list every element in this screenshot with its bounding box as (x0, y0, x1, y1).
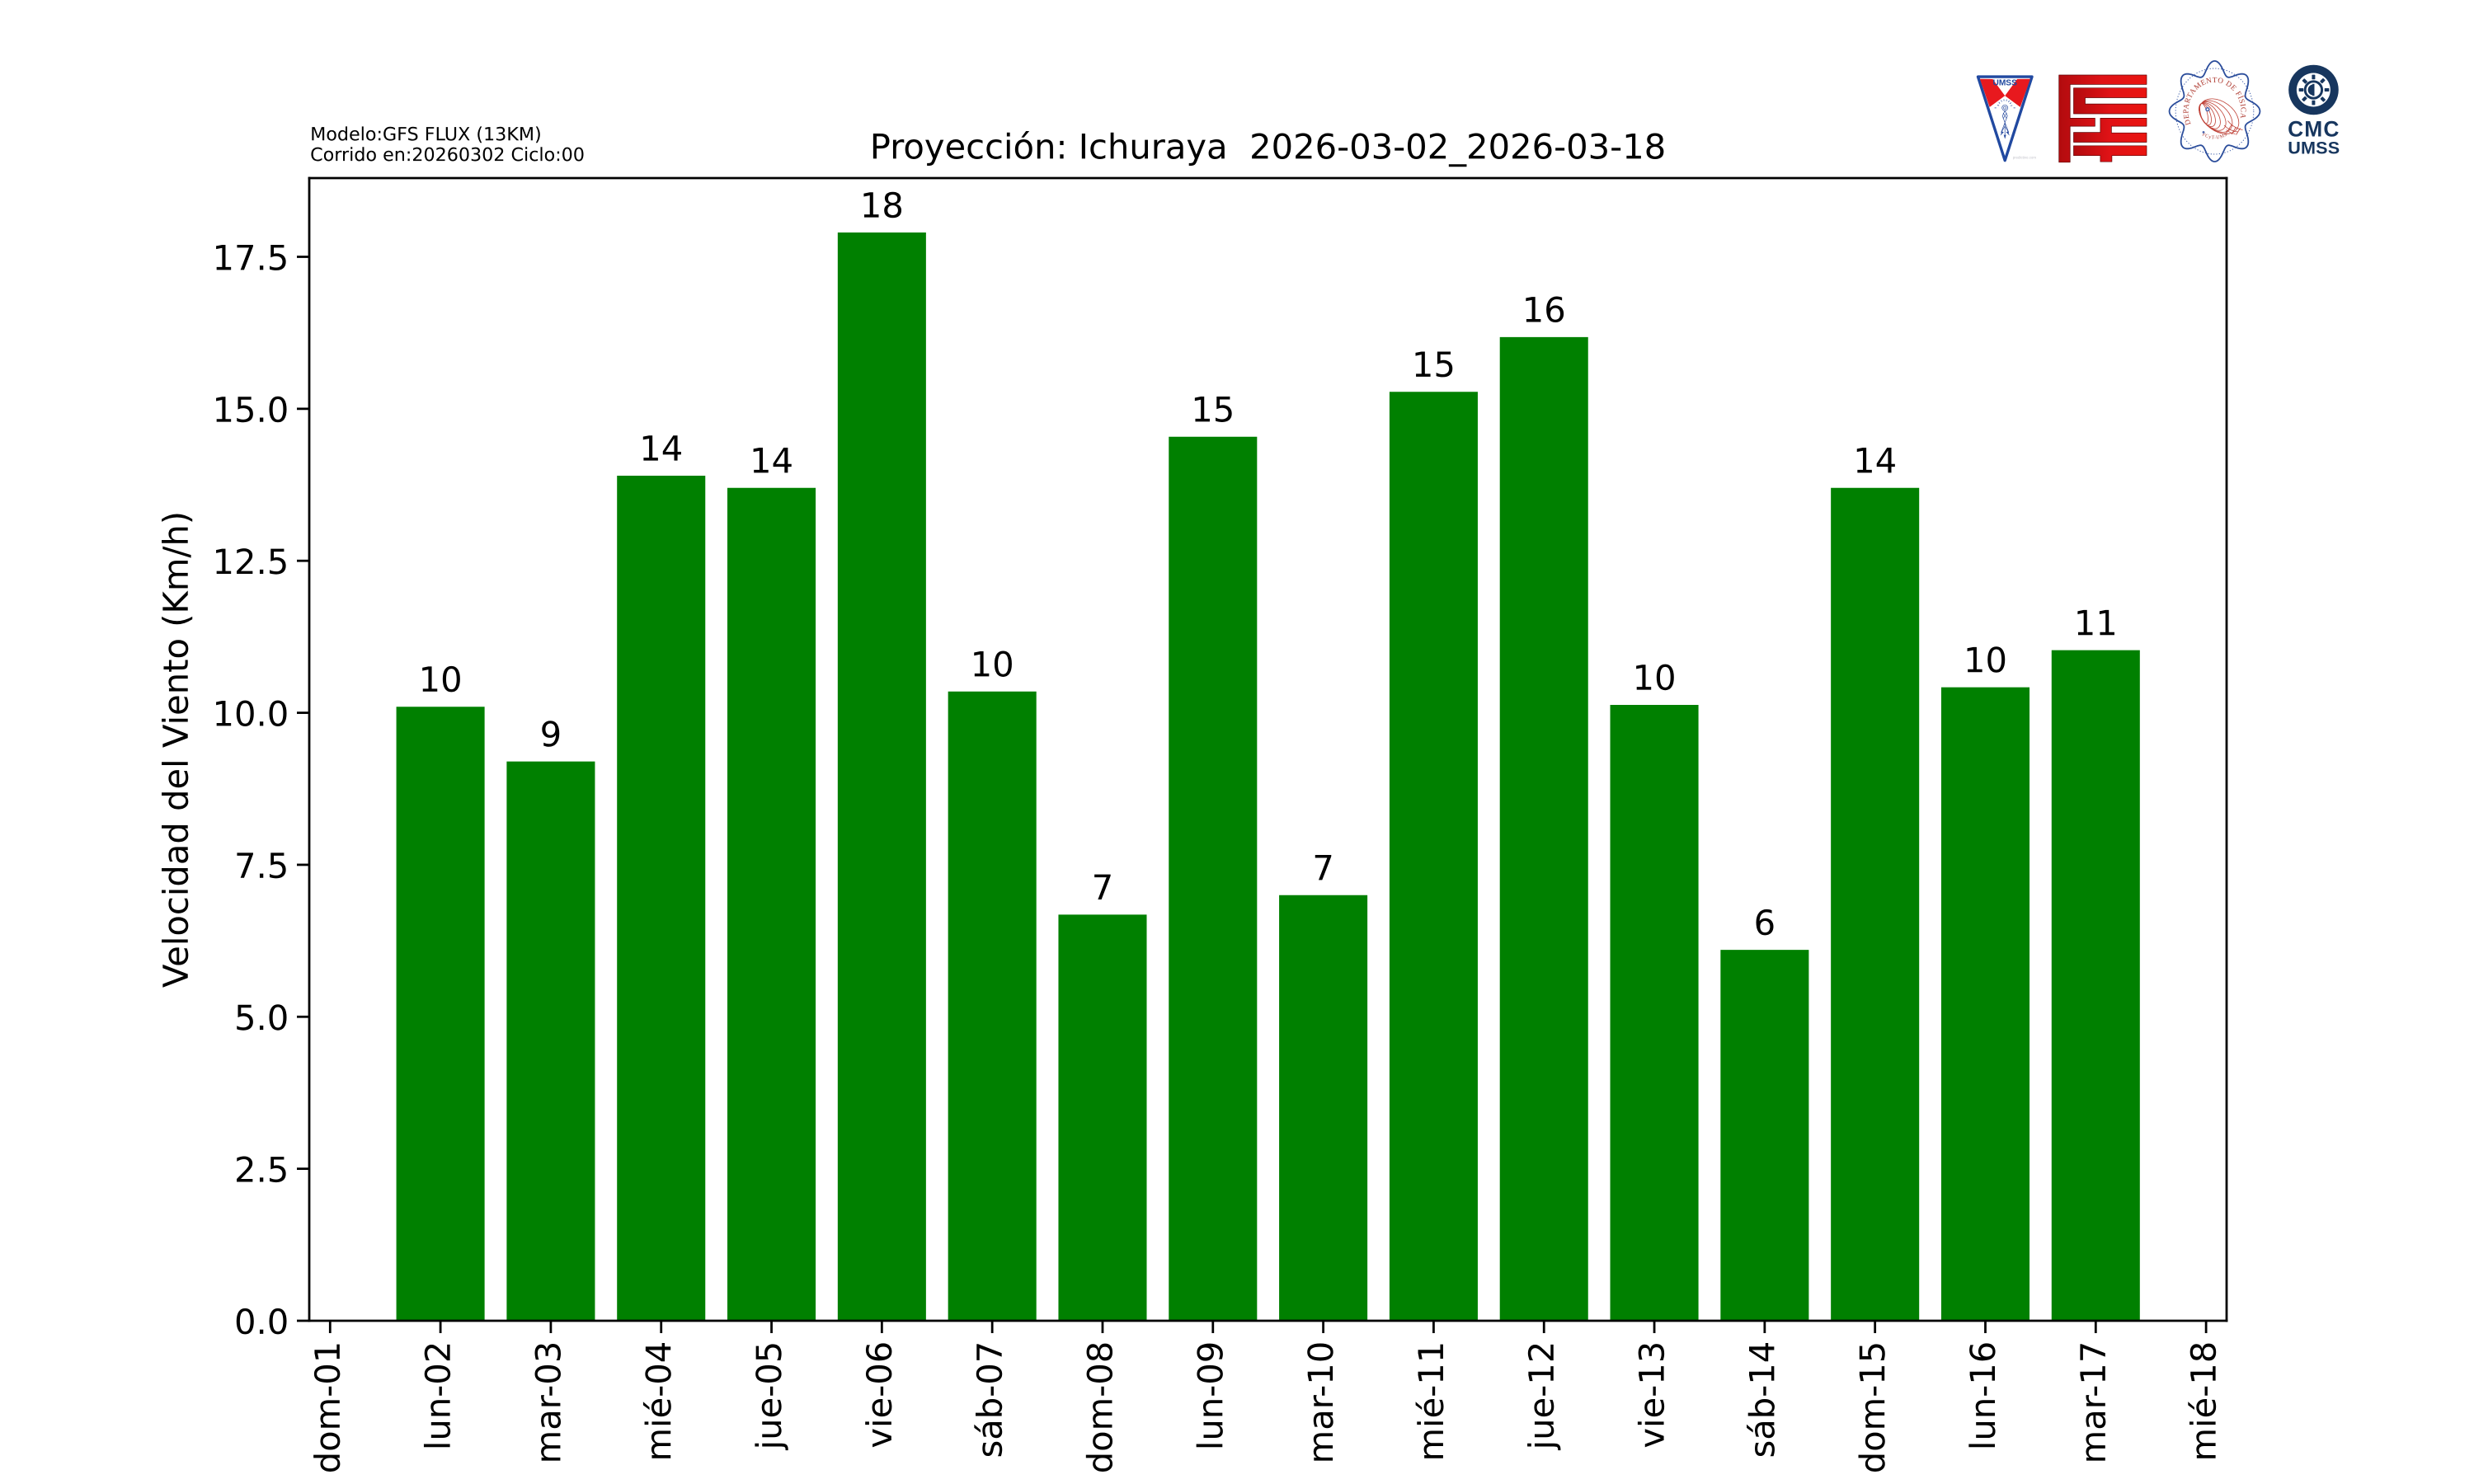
svg-text:predictivo.com: predictivo.com (2013, 156, 2037, 160)
svg-text:FCyT-UMSS: FCyT-UMSS (0, 0, 2228, 141)
svg-text:CMC: CMC (2288, 116, 2340, 141)
svg-text:UMSS: UMSS (2288, 138, 2340, 158)
svg-text:UMSS: UMSS (1992, 79, 2017, 88)
svg-text:DEPARTAMENTO DE FÍSICA: DEPARTAMENTO DE FÍSICA (2181, 76, 2247, 126)
